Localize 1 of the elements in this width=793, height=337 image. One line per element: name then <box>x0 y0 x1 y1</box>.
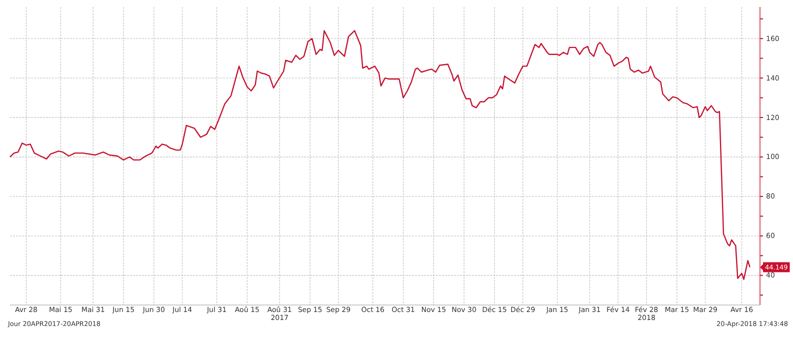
line-series <box>9 30 750 280</box>
